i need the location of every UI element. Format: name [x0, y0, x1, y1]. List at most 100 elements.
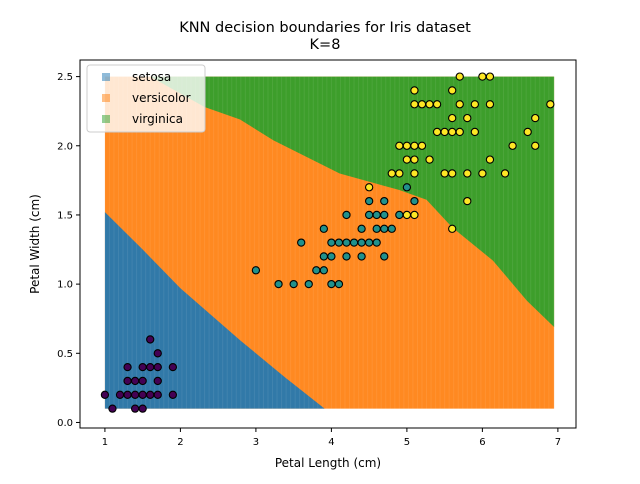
point-versicolor: [349, 238, 359, 247]
point-virginica: [440, 169, 449, 178]
legend-label: versicolor: [132, 91, 191, 105]
point-virginica: [387, 169, 396, 178]
point-setosa: [146, 362, 155, 372]
point-versicolor: [289, 279, 298, 289]
point-versicolor: [380, 210, 389, 220]
point-virginica: [432, 100, 442, 109]
point-versicolor: [274, 279, 283, 289]
point-virginica: [485, 100, 495, 109]
point-setosa: [138, 376, 147, 386]
point-virginica: [455, 100, 464, 109]
x-axis-ticks: 1 2 3 4 5 6 7: [102, 428, 561, 448]
point-virginica: [546, 100, 555, 109]
point-virginica: [478, 169, 487, 178]
legend-marker-versicolor: [102, 94, 110, 102]
point-versicolor: [380, 252, 389, 261]
point-versicolor: [372, 238, 381, 247]
point-versicolor: [319, 224, 328, 233]
point-virginica: [470, 100, 479, 109]
point-virginica: [478, 72, 487, 81]
point-setosa: [153, 390, 162, 399]
x-axis-label: Petal Length (cm): [275, 456, 381, 470]
point-versicolor: [327, 238, 336, 247]
y-axis-ticks: 0.0 0.5 1.0 1.5 2.0 2.5: [57, 72, 80, 429]
legend-marker-setosa: [102, 73, 110, 81]
point-virginica: [395, 141, 404, 150]
point-virginica: [364, 183, 374, 192]
point-setosa: [168, 362, 178, 372]
point-virginica: [470, 127, 479, 137]
point-setosa: [138, 404, 147, 413]
x-tick-label: 7: [555, 437, 561, 448]
point-versicolor: [342, 252, 351, 261]
region-setosa: [104, 212, 325, 409]
point-versicolor: [327, 279, 336, 289]
point-versicolor: [319, 266, 328, 275]
point-virginica: [455, 72, 464, 81]
point-virginica: [417, 141, 427, 150]
point-versicolor: [327, 252, 336, 261]
point-virginica: [531, 141, 540, 150]
point-setosa: [130, 390, 140, 399]
point-setosa: [153, 349, 162, 358]
point-versicolor: [342, 210, 351, 220]
chart-title: KNN decision boundaries for Iris dataset: [179, 20, 471, 36]
point-versicolor: [387, 224, 396, 233]
point-versicolor: [380, 196, 389, 206]
point-virginica: [410, 169, 419, 178]
point-versicolor: [357, 238, 366, 247]
point-virginica: [485, 72, 495, 81]
point-virginica: [402, 210, 412, 220]
point-virginica: [463, 196, 472, 206]
point-setosa: [123, 362, 132, 372]
point-versicolor: [357, 252, 366, 261]
chart-subtitle: K=8: [310, 37, 341, 53]
point-versicolor: [319, 252, 328, 261]
point-versicolor: [364, 196, 374, 206]
point-virginica: [448, 127, 457, 137]
point-setosa: [168, 390, 178, 399]
point-virginica: [410, 210, 419, 220]
point-virginica: [448, 86, 457, 95]
point-versicolor: [334, 238, 344, 247]
point-setosa: [108, 404, 117, 413]
point-virginica: [410, 100, 419, 109]
point-setosa: [123, 390, 132, 399]
plot-frame: [79, 59, 577, 429]
point-versicolor: [304, 279, 313, 289]
point-setosa: [100, 390, 110, 399]
point-versicolor: [297, 238, 306, 247]
x-tick-label: 3: [253, 437, 259, 448]
y-tick-label: 2.5: [57, 72, 73, 83]
point-versicolor: [357, 224, 366, 233]
point-virginica: [425, 100, 434, 109]
x-tick-label: 2: [177, 437, 183, 448]
point-virginica: [500, 169, 510, 178]
point-virginica: [425, 155, 434, 164]
x-tick-label: 6: [479, 437, 485, 448]
legend-label: virginica: [132, 112, 183, 126]
point-versicolor: [334, 279, 344, 289]
point-versicolor: [410, 196, 419, 206]
point-versicolor: [380, 224, 389, 233]
x-tick-label: 5: [404, 437, 410, 448]
point-virginica: [531, 113, 540, 123]
point-versicolor: [364, 210, 374, 220]
point-setosa: [153, 376, 162, 386]
point-virginica: [410, 141, 419, 150]
point-virginica: [448, 169, 457, 178]
point-virginica: [417, 100, 427, 109]
legend-box: [86, 64, 206, 133]
point-versicolor: [312, 266, 321, 275]
point-setosa: [138, 390, 147, 399]
point-virginica: [448, 113, 457, 123]
legend-label: setosa: [132, 70, 171, 84]
x-tick-label: 1: [102, 437, 108, 448]
point-versicolor: [342, 238, 351, 247]
point-virginica: [485, 155, 495, 164]
point-setosa: [153, 362, 162, 372]
x-tick-label: 4: [328, 437, 334, 448]
point-setosa: [146, 390, 155, 399]
point-setosa: [123, 376, 132, 386]
